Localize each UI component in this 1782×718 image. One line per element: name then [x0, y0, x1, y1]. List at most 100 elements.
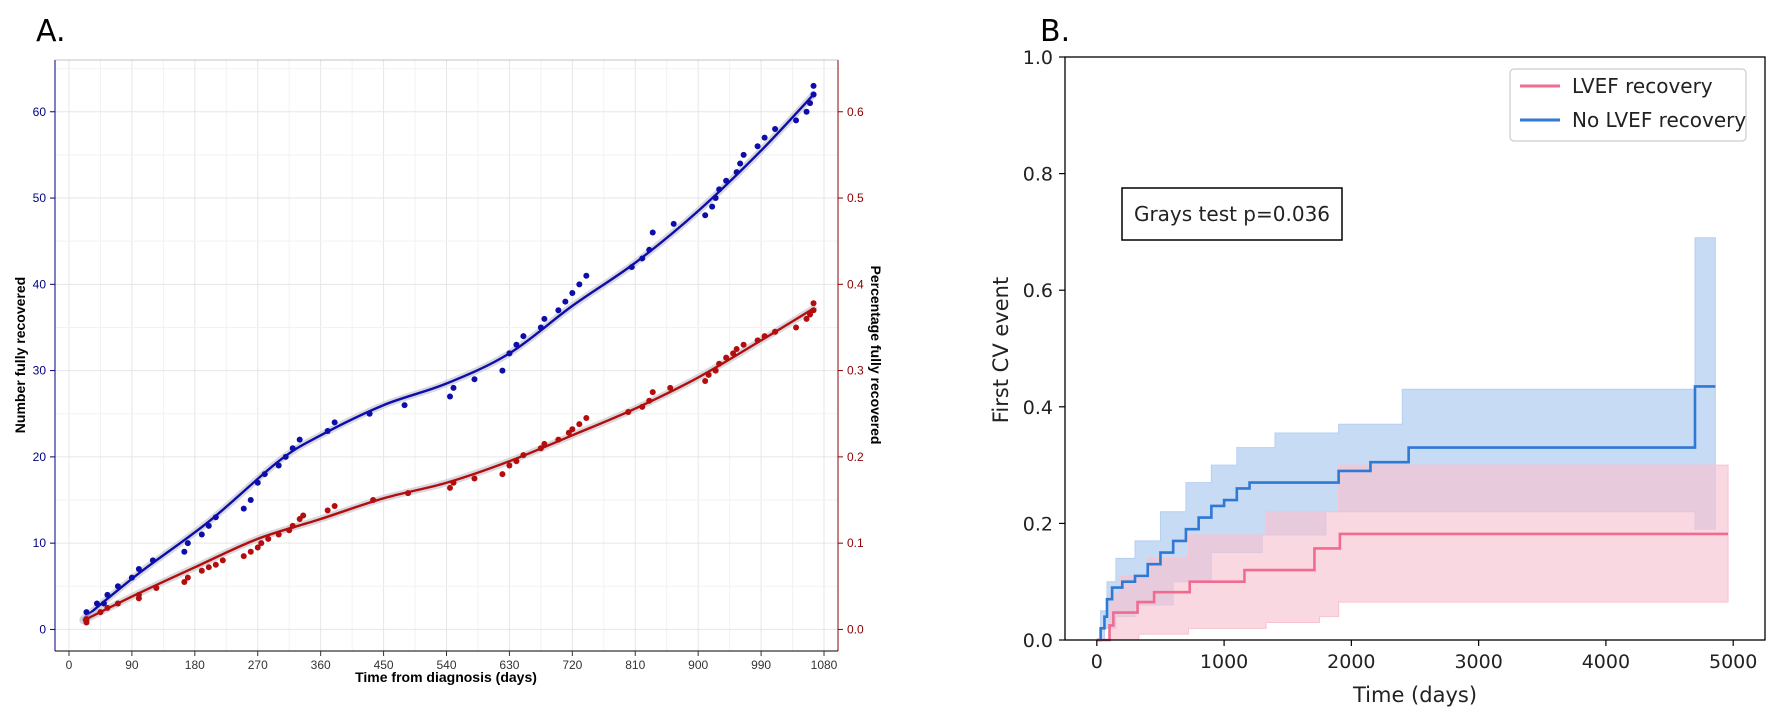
data-point-0 — [737, 160, 744, 167]
data-point-0 — [639, 255, 646, 262]
data-point-1 — [810, 300, 817, 307]
panel-b-legend: LVEF recovery No LVEF recovery — [1509, 68, 1747, 142]
data-point-0 — [261, 471, 268, 478]
data-point-0 — [446, 393, 453, 400]
panel-b-y-axis-label: First CV event — [989, 277, 1013, 423]
data-point-0 — [541, 315, 548, 322]
data-point-0 — [247, 497, 254, 504]
x-tick-label: 180 — [185, 658, 205, 672]
x-tick-label: 900 — [688, 658, 708, 672]
y2-tick-label: 0.4 — [847, 277, 864, 291]
fit-line-1 — [82, 307, 815, 622]
data-point-0 — [135, 566, 142, 573]
data-point-0 — [275, 462, 282, 469]
data-point-1 — [300, 512, 307, 519]
data-point-1 — [324, 507, 331, 514]
data-point-0 — [205, 522, 212, 529]
data-point-1 — [576, 421, 583, 428]
y2-tick-label: 0.2 — [847, 450, 864, 464]
data-point-1 — [761, 333, 768, 340]
y2-tick-label: 0.5 — [847, 191, 864, 205]
panel-b-plot-frame — [1064, 56, 1766, 641]
data-point-0 — [212, 514, 219, 521]
data-point-1 — [667, 384, 674, 391]
data-point-0 — [83, 609, 90, 616]
data-point-1 — [212, 561, 219, 568]
data-point-1 — [733, 346, 740, 353]
data-point-0 — [793, 117, 800, 124]
data-point-0 — [740, 151, 747, 158]
x-tick-label: 1000 — [1200, 651, 1248, 673]
panel-b-label: B. — [1040, 14, 1070, 49]
data-point-1 — [555, 436, 562, 443]
km-step-line-1 — [1096, 385, 1716, 642]
data-point-1 — [135, 591, 142, 598]
data-point-0 — [716, 186, 723, 193]
data-point-0 — [537, 324, 544, 331]
panel-a-chart: 0 90 180 270 360 450 540 630 720 810 900 990 1080 0 10… — [12, 59, 884, 685]
data-point-0 — [555, 307, 562, 314]
data-point-0 — [149, 557, 156, 564]
panel-b-annotation-box: Grays test p=0.036 — [1121, 187, 1343, 241]
x-tick-label: 540 — [436, 658, 456, 672]
data-point-1 — [499, 471, 506, 478]
panel-a-series — [79, 82, 818, 626]
km-step-line-0 — [1096, 532, 1729, 642]
y-tick-label: 10 — [33, 536, 47, 550]
y-tick-label: 20 — [33, 450, 47, 464]
data-point-1 — [583, 415, 590, 422]
data-point-1 — [446, 484, 453, 491]
data-point-1 — [712, 367, 719, 374]
y-tick-label: 0.8 — [1023, 164, 1053, 186]
data-point-1 — [331, 503, 338, 510]
data-point-1 — [153, 585, 160, 592]
x-tick-label: 810 — [625, 658, 645, 672]
data-point-0 — [810, 82, 817, 89]
data-point-0 — [100, 600, 107, 607]
x-tick-label: 720 — [562, 658, 582, 672]
data-point-1 — [772, 328, 779, 335]
y-tick-label: 1.0 — [1023, 47, 1053, 69]
data-point-0 — [576, 281, 583, 288]
data-point-1 — [104, 604, 111, 611]
y2-tick-label: 0.1 — [847, 536, 864, 550]
data-point-1 — [807, 311, 814, 318]
data-point-1 — [537, 445, 544, 452]
data-point-0 — [128, 574, 135, 581]
x-tick-label: 1080 — [811, 658, 838, 672]
data-point-1 — [716, 360, 723, 367]
x-tick-label: 0 — [66, 658, 73, 672]
panel-a-x-axis-label: Time from diagnosis (days) — [355, 669, 537, 685]
data-point-1 — [506, 462, 513, 469]
data-point-1 — [184, 574, 191, 581]
y-tick-label: 60 — [33, 105, 47, 119]
data-point-1 — [810, 307, 817, 314]
y2-tick-label: 0.6 — [847, 105, 864, 119]
y-tick-label: 50 — [33, 191, 47, 205]
data-point-0 — [649, 229, 656, 236]
data-point-0 — [628, 264, 635, 271]
data-point-0 — [803, 108, 810, 115]
data-point-1 — [254, 544, 261, 551]
y-tick-label: 30 — [33, 364, 47, 378]
panel-a-y-axis-label: Number fully recovered — [12, 277, 28, 433]
data-point-0 — [401, 402, 408, 409]
data-point-0 — [772, 126, 779, 133]
data-point-1 — [181, 578, 188, 585]
x-tick-label: 3000 — [1454, 651, 1502, 673]
data-point-0 — [93, 600, 100, 607]
legend-label-no-lvef-recovery: No LVEF recovery — [1572, 108, 1746, 132]
data-point-1 — [114, 600, 121, 607]
data-point-0 — [324, 427, 331, 434]
data-point-0 — [723, 177, 730, 184]
data-point-0 — [282, 453, 289, 460]
panel-b-x-axis-label: Time (days) — [1352, 683, 1477, 707]
data-point-0 — [702, 212, 709, 219]
data-point-1 — [471, 475, 478, 482]
x-tick-label: 450 — [374, 658, 394, 672]
data-point-0 — [471, 376, 478, 383]
data-point-0 — [499, 367, 506, 374]
data-point-1 — [569, 426, 576, 433]
data-point-1 — [803, 315, 810, 322]
data-point-1 — [705, 371, 712, 378]
